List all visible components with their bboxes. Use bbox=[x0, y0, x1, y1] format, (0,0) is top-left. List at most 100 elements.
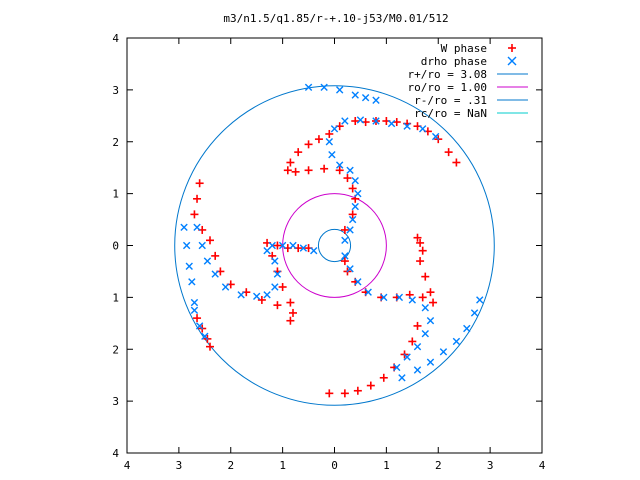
w-phase-point bbox=[320, 164, 329, 173]
drho-phase-point bbox=[180, 223, 188, 232]
w-phase-point bbox=[416, 257, 425, 266]
drho-phase-point bbox=[198, 241, 206, 250]
drho-phase-point bbox=[351, 202, 359, 211]
drho-phase-point bbox=[348, 215, 357, 224]
w-phase-point bbox=[286, 298, 295, 307]
w-phase-point bbox=[289, 308, 297, 317]
drho-phase-point bbox=[398, 374, 406, 382]
w-phase-point bbox=[286, 158, 295, 167]
drho-phase-point bbox=[351, 176, 359, 185]
x-tick-label: 0 bbox=[331, 459, 338, 472]
w-phase-point bbox=[418, 246, 427, 255]
legend-label: drho phase bbox=[421, 55, 487, 68]
w-phase-point bbox=[304, 140, 313, 149]
w-phase-point bbox=[190, 210, 199, 219]
drho-phase-point bbox=[387, 119, 396, 128]
drho-phase-point bbox=[380, 293, 388, 302]
w-phase-point bbox=[291, 167, 300, 176]
w-phase-point bbox=[353, 386, 362, 395]
legend-label: r+/ro = 3.08 bbox=[408, 68, 487, 81]
w-phase-point bbox=[351, 117, 360, 125]
drho-phase-point bbox=[470, 309, 479, 317]
drho-phase-point bbox=[341, 252, 349, 260]
w-phase-point bbox=[416, 238, 425, 247]
drho-phase-point bbox=[372, 117, 380, 125]
drho-phase-point bbox=[268, 241, 276, 250]
w-phase-point bbox=[413, 233, 422, 242]
drho-phase-point bbox=[188, 278, 196, 286]
w-phase-point bbox=[283, 166, 292, 175]
drho-phase-point bbox=[273, 270, 282, 278]
y-tick-label: 4 bbox=[112, 32, 119, 45]
w-phase-point bbox=[325, 389, 334, 398]
x-tick-label: 2 bbox=[227, 459, 234, 472]
y-tick-label: 4 bbox=[112, 447, 119, 460]
drho-phase-point bbox=[439, 348, 448, 356]
drho-phase-point bbox=[310, 246, 318, 255]
drho-phase-point bbox=[354, 278, 362, 286]
drho-phase-point bbox=[403, 122, 411, 130]
drho-phase-point bbox=[361, 93, 370, 102]
w-phase-point bbox=[366, 381, 375, 390]
w-phase-point bbox=[340, 225, 349, 234]
w-phase-point bbox=[273, 301, 282, 310]
drho-phase-point bbox=[421, 304, 429, 312]
drho-phase-point bbox=[195, 322, 204, 330]
w-phase-point bbox=[348, 210, 357, 219]
w-phase-point bbox=[294, 148, 303, 157]
x-tick-label: 1 bbox=[383, 459, 390, 472]
legend-label: rc/ro = NaN bbox=[414, 107, 487, 120]
w-phase-point bbox=[452, 158, 461, 167]
w-phase-point bbox=[206, 236, 214, 245]
drho-phase-point bbox=[335, 161, 344, 169]
drho-phase-point bbox=[356, 116, 365, 124]
drho-phase-point bbox=[403, 353, 411, 361]
drho-phase-point bbox=[408, 296, 417, 304]
drho-phase-point bbox=[304, 83, 313, 91]
w-phase-point bbox=[426, 288, 435, 297]
drho-phase-point bbox=[346, 226, 354, 234]
w-phase-point bbox=[257, 295, 266, 304]
w-phase-point bbox=[335, 166, 344, 175]
w-phase-point bbox=[340, 389, 349, 398]
w-phase-point bbox=[508, 44, 516, 52]
drho-phase-point bbox=[418, 125, 427, 133]
drho-phase-point bbox=[203, 257, 212, 265]
drho-phase-point bbox=[421, 329, 429, 338]
w-phase-point bbox=[195, 179, 204, 188]
w-phase-point bbox=[413, 321, 422, 330]
w-phase-point bbox=[206, 342, 214, 351]
x-tick-label: 4 bbox=[539, 459, 546, 472]
legend-label: W phase bbox=[441, 42, 487, 55]
drho-phase-point bbox=[299, 244, 308, 252]
y-tick-label: 0 bbox=[112, 240, 119, 253]
drho-phase-point bbox=[190, 298, 199, 307]
drho-phase-point bbox=[364, 288, 372, 296]
y-tick-label: 1 bbox=[112, 291, 119, 304]
w-phase-point bbox=[325, 129, 334, 138]
reference-circle bbox=[174, 85, 495, 406]
drho-phase-point bbox=[221, 283, 230, 291]
drho-phase-point bbox=[211, 270, 219, 278]
drho-phase-point bbox=[271, 257, 279, 265]
w-phase-point bbox=[304, 166, 313, 175]
drho-phase-point bbox=[185, 262, 193, 270]
y-tick-label: 3 bbox=[112, 84, 119, 97]
y-tick-label: 2 bbox=[112, 343, 119, 356]
w-phase-point bbox=[418, 293, 427, 302]
drho-phase-point bbox=[476, 296, 484, 304]
drho-phase-point bbox=[278, 241, 287, 250]
w-phase-point bbox=[421, 272, 430, 281]
drho-phase-point bbox=[393, 363, 401, 372]
drho-phase-point bbox=[507, 56, 517, 66]
legend-label: ro/ro = 1.00 bbox=[408, 81, 487, 94]
drho-phase-point bbox=[354, 189, 362, 198]
w-phase-point bbox=[193, 194, 202, 203]
drho-phase-point bbox=[346, 166, 354, 174]
drho-phase-point bbox=[431, 132, 440, 141]
drho-phase-point bbox=[237, 291, 245, 299]
drho-phase-point bbox=[320, 83, 328, 91]
w-phase-point bbox=[193, 314, 202, 323]
drho-phase-point bbox=[351, 91, 359, 99]
